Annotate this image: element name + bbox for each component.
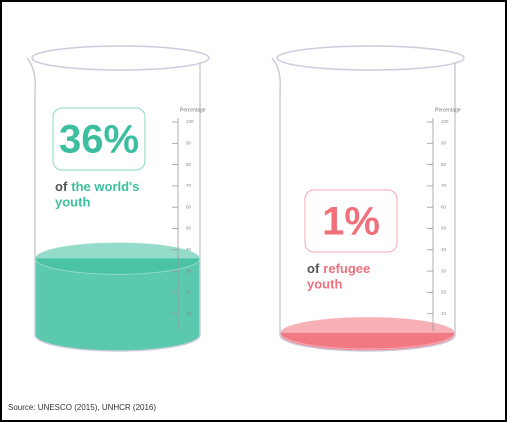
- tick-label: 40: [441, 247, 447, 252]
- tick-label: 80: [441, 162, 447, 167]
- tick-label: 70: [186, 183, 192, 188]
- tick-label: 30: [441, 268, 447, 273]
- description-line: youth: [307, 276, 342, 291]
- tick-label: 50: [186, 226, 192, 231]
- value-box: [52, 107, 146, 171]
- tick-label: 40: [186, 247, 192, 252]
- axis-label: Percentage: [180, 107, 206, 113]
- value-label: 36%: [59, 118, 139, 162]
- description-line: youth: [55, 194, 90, 209]
- tick-label: 10: [441, 311, 447, 316]
- tick-label: 10: [186, 311, 192, 316]
- tick-label: 70: [441, 183, 447, 188]
- liquid-surface: [279, 316, 456, 350]
- tick-label: 100: [441, 119, 449, 124]
- liquid-surface: [34, 241, 201, 275]
- description: of refugee: [307, 261, 370, 276]
- tick-label: 50: [441, 226, 447, 231]
- tick-label: 20: [186, 290, 192, 295]
- description: of the world's: [55, 179, 139, 194]
- glass: [271, 57, 456, 352]
- tick-label: 30: [186, 268, 192, 273]
- label-line: the world's: [71, 179, 139, 194]
- glass: [26, 57, 201, 352]
- rim: [31, 45, 210, 71]
- tick-label: 80: [186, 162, 192, 167]
- tick-label: 60: [441, 204, 447, 209]
- beaker: Percentage 10 20 30 40 50 60 70 80 90 100 1% of refug…: [271, 45, 465, 352]
- value-box: [304, 189, 398, 253]
- value-label: 1%: [322, 200, 380, 244]
- liquid: [35, 258, 200, 351]
- axis-label: Percentage: [435, 107, 461, 113]
- beaker: Percentage 10 20 30 40 50 60 70 80 90 100 36% of the …: [26, 45, 210, 352]
- tick-label: 90: [441, 140, 447, 145]
- prefix: of: [307, 261, 320, 276]
- rim: [276, 45, 465, 71]
- tick-label: 100: [186, 119, 194, 124]
- label-line: refugee: [323, 261, 370, 276]
- prefix: of: [55, 179, 68, 194]
- source: Source: UNESCO (2015), UNHCR (2016): [8, 403, 156, 412]
- tick-label: 20: [441, 290, 447, 295]
- tick-label: 90: [186, 140, 192, 145]
- tick-label: 60: [186, 204, 192, 209]
